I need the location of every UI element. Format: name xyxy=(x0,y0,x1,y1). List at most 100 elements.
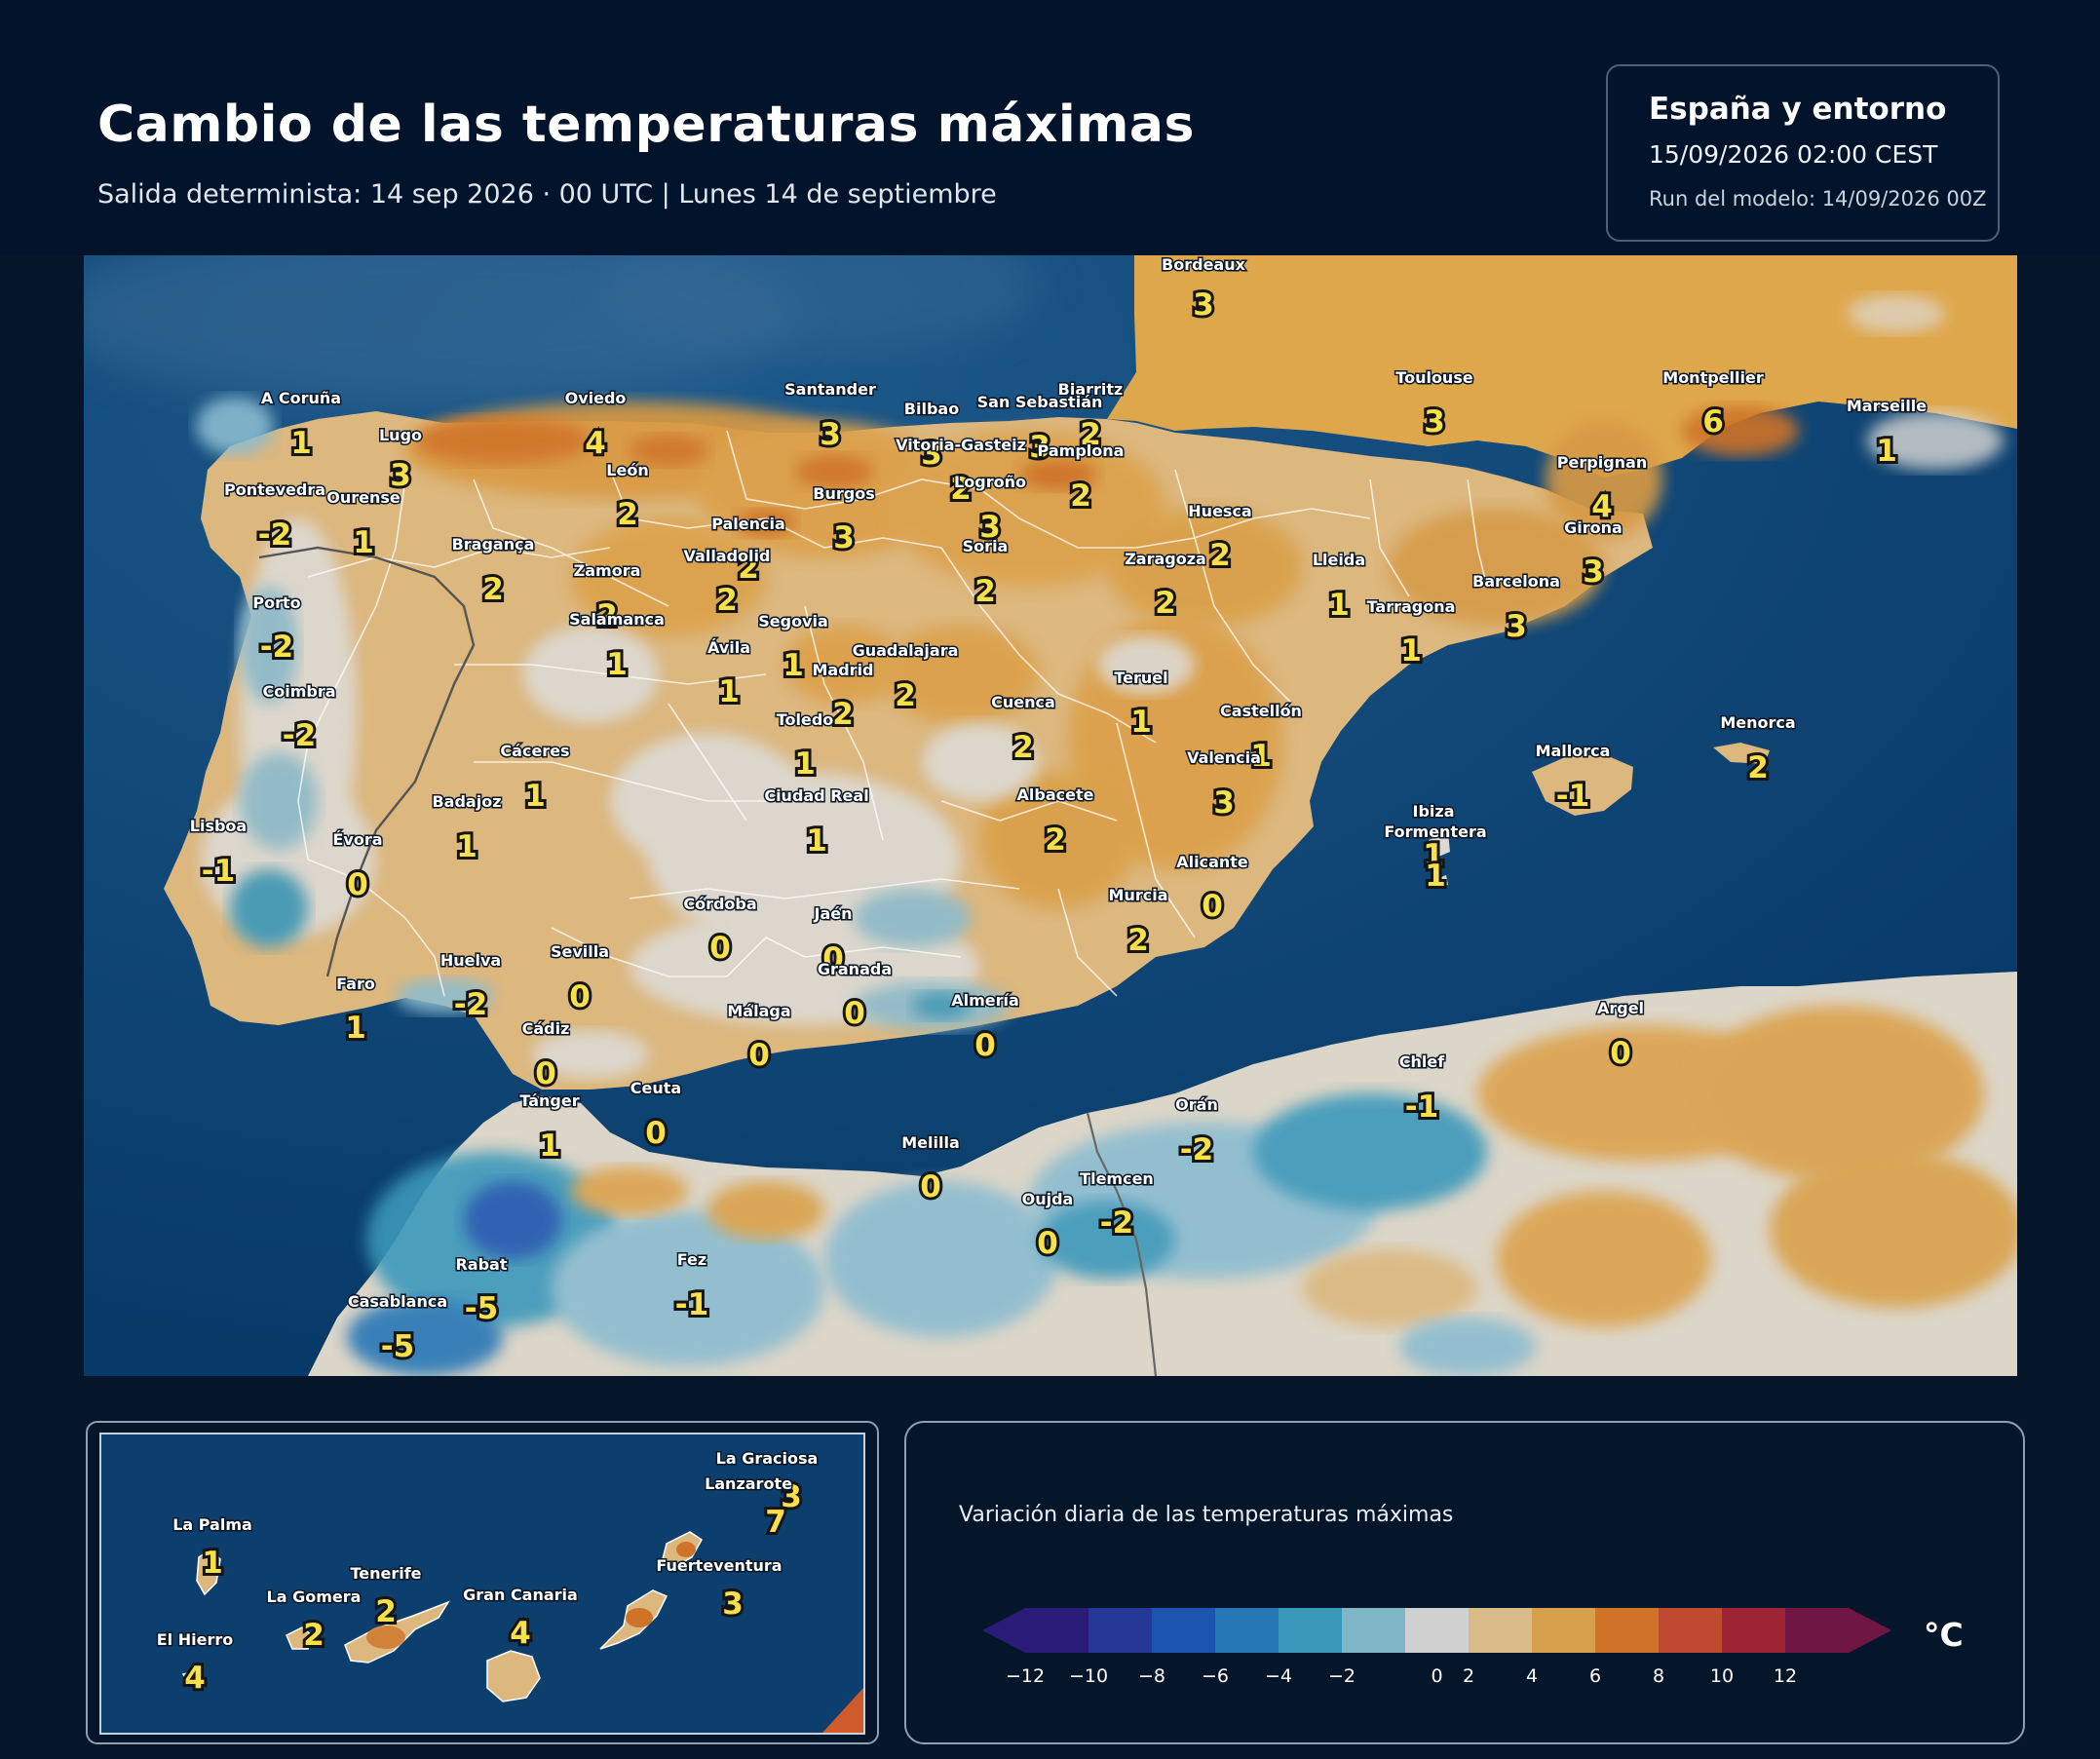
temp-value: -1 xyxy=(1405,1090,1438,1125)
colorbar-tick-label: 0 xyxy=(1431,1665,1442,1686)
colorbar-arrow-right xyxy=(1849,1608,1891,1653)
colorbar-segment xyxy=(1595,1608,1660,1653)
colorbar-segment xyxy=(1342,1608,1406,1653)
temp-value: -1 xyxy=(1556,779,1589,814)
city-label: Murcia xyxy=(1109,886,1168,904)
colorbar-tick-label: 6 xyxy=(1589,1665,1601,1686)
city-label: Ourense xyxy=(326,488,401,507)
colorbar-tick-label: −10 xyxy=(1069,1665,1108,1686)
temp-value: 6 xyxy=(1702,404,1724,440)
temp-value: 2 xyxy=(303,1618,325,1653)
land-mallorca xyxy=(1532,754,1633,816)
africa-coast xyxy=(822,1688,863,1733)
city-label: Toulouse xyxy=(1395,368,1473,387)
island-label: La Palma xyxy=(172,1515,252,1534)
canary-islands-inset[interactable]: La Graciosa 3 Lanzarote 7 La Palma 1 Ten… xyxy=(86,1421,879,1744)
colorbar-tick-label: 10 xyxy=(1710,1665,1734,1686)
africa-anomaly-layer xyxy=(347,1006,2017,1376)
info-valid-date: 15/09/2026 02:00 CEST xyxy=(1649,140,1938,169)
island-label: La Gomera xyxy=(267,1587,362,1606)
colorbar-segment xyxy=(1088,1608,1153,1653)
temp-value: 2 xyxy=(1070,478,1091,514)
city-label: Bilbao xyxy=(904,400,959,418)
temp-value: 1 xyxy=(806,823,827,859)
city-label: Tarragona xyxy=(1367,597,1456,616)
temp-value: 1 xyxy=(1423,838,1444,873)
colorbar-segment xyxy=(1469,1608,1533,1653)
island-el-hierro xyxy=(181,1669,205,1685)
temp-value: 2 xyxy=(482,572,504,607)
temp-value: 1 xyxy=(1328,588,1350,623)
colorbar-segment xyxy=(1785,1608,1850,1653)
city-label: Madrid xyxy=(813,661,874,679)
legend-title: Variación diaria de las temperaturas máx… xyxy=(959,1503,1454,1527)
city-label: Palencia xyxy=(711,515,785,533)
city-label: Granada xyxy=(818,960,892,978)
temp-value: -5 xyxy=(381,1329,414,1364)
city-label: Menorca xyxy=(1720,713,1795,732)
city-label: Salamanca xyxy=(569,610,665,629)
city-label: Soria xyxy=(963,537,1009,555)
temp-value: 2 xyxy=(1080,417,1101,452)
city-label: Ibiza xyxy=(1413,802,1455,821)
temp-value: 3 xyxy=(1213,785,1235,821)
anomaly-patch xyxy=(1867,411,2004,470)
colorbar-segment xyxy=(1152,1608,1216,1653)
temp-value: 2 xyxy=(1045,822,1066,858)
city-label: Vitoria-Gasteiz xyxy=(896,436,1026,454)
city-label: Pamplona xyxy=(1038,441,1125,460)
city-label: Évora xyxy=(332,830,382,849)
temp-value: 4 xyxy=(184,1661,206,1696)
city-label: Sevilla xyxy=(551,942,609,961)
city-label: Tlemcen xyxy=(1080,1169,1154,1188)
anomaly-patch xyxy=(366,1625,405,1649)
city-label: Fez xyxy=(677,1250,706,1269)
city-label: Lisboa xyxy=(190,817,247,835)
portugal-border xyxy=(258,546,476,977)
colorbar-arrow-left xyxy=(982,1608,1025,1653)
inset-sea xyxy=(101,1434,863,1733)
city-label: Zamora xyxy=(574,561,641,580)
anomaly-patch xyxy=(626,1608,653,1627)
city-label: Huelva xyxy=(440,951,501,970)
colorbar-segment xyxy=(1532,1608,1596,1653)
city-label: Barcelona xyxy=(1472,572,1560,591)
city-label: Castellón xyxy=(1220,702,1302,720)
city-label: Toledo xyxy=(777,710,834,729)
temp-value: 0 xyxy=(347,867,368,902)
city-label: Ceuta xyxy=(630,1079,681,1097)
page-subtitle: Salida determinista: 14 sep 2026 · 00 UT… xyxy=(97,179,997,210)
temp-value: 1 xyxy=(718,674,740,709)
temp-value: 1 xyxy=(1876,434,1897,469)
temp-value: 0 xyxy=(1610,1036,1631,1071)
colorbar-segment xyxy=(1722,1608,1786,1653)
city-label: Cáceres xyxy=(500,742,569,760)
city-label: Oujda xyxy=(1022,1190,1074,1208)
city-label: Badajoz xyxy=(432,792,501,811)
colorbar-tick-label: −8 xyxy=(1138,1665,1165,1686)
temp-value: 0 xyxy=(1037,1226,1058,1261)
colorbar-segment xyxy=(1659,1608,1723,1653)
info-box: España y entorno 15/09/2026 02:00 CEST R… xyxy=(1606,64,2000,242)
temp-value: -2 xyxy=(1180,1132,1213,1167)
city-label: Valladolid xyxy=(684,547,771,565)
city-label: Orán xyxy=(1175,1095,1218,1114)
city-label: Pontevedra xyxy=(224,480,325,499)
map-labels: Bordeaux 3 A Coruña 1 Lugo 3 Oviedo 4 Sa… xyxy=(188,255,1928,1367)
temp-value: 0 xyxy=(844,996,865,1031)
temp-value: 2 xyxy=(617,497,638,532)
temp-value: 1 xyxy=(345,1011,366,1046)
temp-value: 0 xyxy=(535,1056,556,1091)
city-label: Teruel xyxy=(1114,669,1167,687)
city-label: Huesca xyxy=(1188,502,1251,520)
temp-value: 1 xyxy=(606,647,628,682)
temp-value: -2 xyxy=(283,718,316,753)
city-label: Casablanca xyxy=(348,1292,447,1311)
main-map[interactable]: Bordeaux 3 A Coruña 1 Lugo 3 Oviedo 4 Sa… xyxy=(84,255,2017,1376)
temp-value: 7 xyxy=(765,1505,786,1540)
canary-svg: La Graciosa 3 Lanzarote 7 La Palma 1 Ten… xyxy=(101,1434,863,1733)
temp-value: 2 xyxy=(596,598,618,633)
city-label: Tánger xyxy=(519,1091,579,1110)
temp-value: 1 xyxy=(524,779,546,814)
temp-value: -2 xyxy=(260,630,293,665)
